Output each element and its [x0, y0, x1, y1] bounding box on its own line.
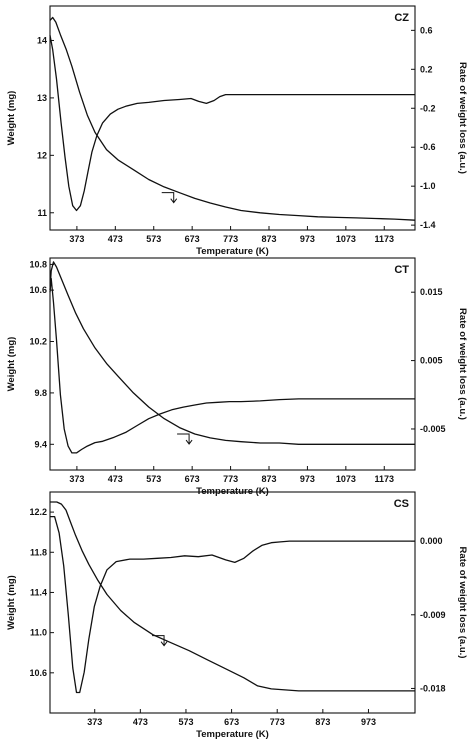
y-right-tick-label: -0.6	[420, 142, 436, 152]
x-tick-label: 773	[223, 234, 238, 244]
y-right-axis-title: Rate of weight loss (a.u.)	[457, 547, 468, 659]
y-left-tick-label: 11.8	[30, 547, 47, 557]
panel-cz: 373 473 573 673 773 873 973 1073 1173 11 12 13 14 0.6…	[6, 5, 468, 257]
x-tick-label: 673	[185, 474, 200, 484]
x-tick-label: 973	[300, 474, 315, 484]
x-tick-label: 973	[361, 717, 376, 727]
x-tick-label: 773	[223, 474, 238, 484]
y-left-tick-label: 10.6	[29, 668, 47, 678]
y-right-tick-label: -0.018	[420, 683, 446, 693]
y-left-tick-label: 11.0	[30, 628, 47, 638]
y-left-tick-label: 12.2	[29, 507, 47, 517]
weight-curve	[50, 501, 415, 692]
x-tick-label: 373	[69, 474, 84, 484]
y-right-tick-label: -0.009	[420, 610, 446, 620]
y-left-tick-label: 11.4	[30, 587, 47, 597]
plot-frame	[49, 5, 416, 231]
x-tick-label: 573	[146, 234, 161, 244]
y-right-tick-label: -0.2	[420, 103, 436, 113]
x-tick-label: 1073	[336, 474, 356, 484]
weight-curve	[49, 261, 415, 445]
plot-frame	[49, 491, 416, 714]
y-left-tick-label: 14	[37, 35, 47, 45]
x-axis-title: Temperature (K)	[196, 729, 269, 740]
y-left-axis-title: Weight (mg)	[6, 337, 17, 392]
x-tick-label: 673	[224, 717, 239, 727]
y-left-tick-label: 10.2	[29, 337, 47, 347]
x-tick-label: 1173	[374, 474, 394, 484]
x-tick-label: 1073	[336, 234, 356, 244]
panel-label: CT	[394, 264, 409, 276]
x-tick-label: 673	[185, 234, 200, 244]
x-tick-label: 473	[108, 474, 123, 484]
panel-ct: 373 473 573 673 773 873 973 1073 1173 9.4 9.8 10.2 1…	[6, 257, 468, 497]
panel-label: CZ	[394, 12, 409, 24]
y-left-tick-label: 9.4	[34, 439, 47, 449]
y-right-tick-label: -1.4	[420, 220, 436, 230]
x-tick-label: 373	[87, 717, 102, 727]
panel-label: CS	[394, 498, 409, 510]
x-tick-label: 873	[315, 717, 330, 727]
axis-indicator-arrow	[152, 635, 168, 647]
y-right-tick-label: 0.6	[420, 25, 433, 35]
x-tick-label: 373	[69, 234, 84, 244]
rate-curve	[49, 35, 415, 212]
y-left-axis-title: Weight (mg)	[6, 91, 17, 146]
x-tick-label: 473	[108, 234, 123, 244]
weight-curve	[49, 16, 416, 221]
rate-curve	[50, 515, 415, 694]
y-right-tick-label: -0.005	[420, 424, 446, 434]
axis-indicator-arrow	[177, 433, 193, 445]
x-tick-label: 873	[261, 474, 276, 484]
rate-curve	[49, 277, 415, 454]
x-tick-label: 873	[261, 234, 276, 244]
x-axis-title: Temperature (K)	[196, 246, 269, 257]
y-left-tick-label: 11	[37, 208, 47, 218]
x-tick-label: 773	[270, 717, 285, 727]
y-right-tick-label: 0.2	[420, 64, 433, 74]
y-left-axis-title: Weight (mg)	[6, 575, 17, 630]
y-left-tick-label: 10.6	[29, 285, 47, 295]
x-tick-label: 573	[178, 717, 193, 727]
y-left-tick-label: 13	[37, 93, 47, 103]
y-right-axis-title: Rate of weight loss (a.u.)	[457, 308, 468, 420]
y-right-tick-label: 0.000	[420, 536, 443, 546]
y-right-axis-title: Rate of weight loss (a.u.)	[457, 62, 468, 174]
panel-cs: 373 473 573 673 773 873 973 10.6 11.0 11.4 11.8 12.…	[6, 491, 468, 740]
x-tick-label: 473	[133, 717, 148, 727]
x-tick-label: 973	[300, 234, 315, 244]
y-right-tick-label: 0.005	[420, 356, 443, 366]
y-right-tick-label: 0.015	[420, 287, 443, 297]
y-left-tick-label: 12	[37, 150, 47, 160]
y-left-tick-label: 9.8	[34, 388, 47, 398]
x-tick-label: 573	[146, 474, 161, 484]
axis-indicator-arrow	[161, 192, 178, 204]
plot-frame	[49, 257, 416, 471]
y-left-tick-label: 10.8	[29, 259, 47, 269]
y-right-tick-label: -1.0	[420, 181, 436, 191]
x-tick-label: 1173	[374, 234, 394, 244]
